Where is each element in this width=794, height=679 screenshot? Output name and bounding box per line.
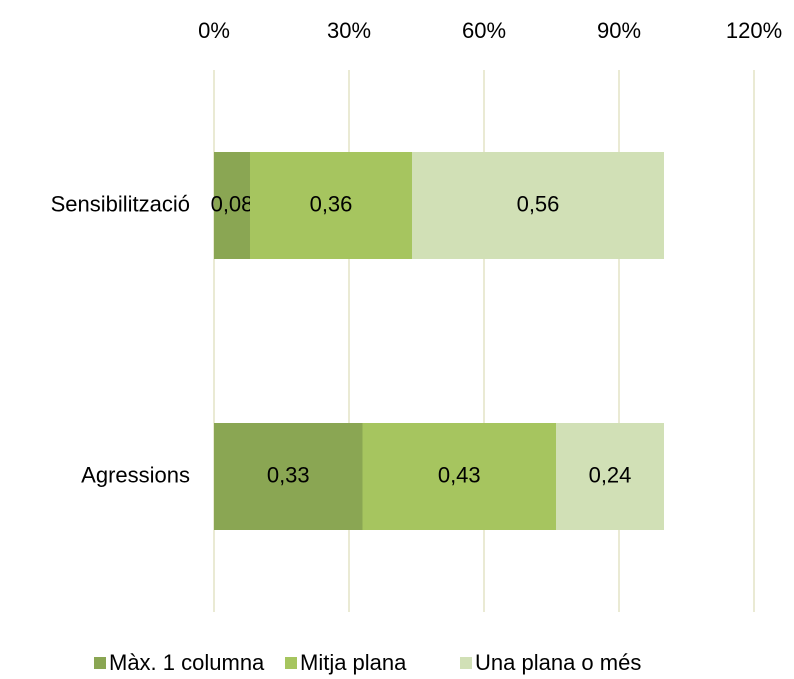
bar-segment bbox=[362, 423, 556, 530]
y-tick-label: Sensibilització bbox=[51, 191, 190, 216]
x-tick-label: 60% bbox=[462, 18, 506, 43]
bar-segment bbox=[250, 152, 412, 259]
data-label: 0,33 bbox=[267, 462, 310, 487]
y-tick-label: Agressions bbox=[81, 462, 190, 487]
data-label: 0,43 bbox=[438, 462, 481, 487]
data-label: 0,56 bbox=[517, 191, 560, 216]
legend-label: Una plana o més bbox=[475, 650, 641, 675]
bar-segment bbox=[214, 152, 250, 259]
x-tick-label: 30% bbox=[327, 18, 371, 43]
legend-swatch bbox=[285, 657, 297, 669]
data-label: 0,08 bbox=[211, 191, 254, 216]
x-tick-label: 120% bbox=[726, 18, 782, 43]
legend-label: Mitja plana bbox=[300, 650, 407, 675]
bar-segment bbox=[412, 152, 664, 259]
data-label: 0,36 bbox=[310, 191, 353, 216]
bar-segment bbox=[214, 423, 363, 530]
x-tick-label: 0% bbox=[198, 18, 230, 43]
legend-swatch bbox=[94, 657, 106, 669]
x-tick-label: 90% bbox=[597, 18, 641, 43]
legend-label: Màx. 1 columna bbox=[109, 650, 265, 675]
bar-segment bbox=[556, 423, 664, 530]
data-label: 0,24 bbox=[589, 462, 632, 487]
legend-swatch bbox=[460, 657, 472, 669]
